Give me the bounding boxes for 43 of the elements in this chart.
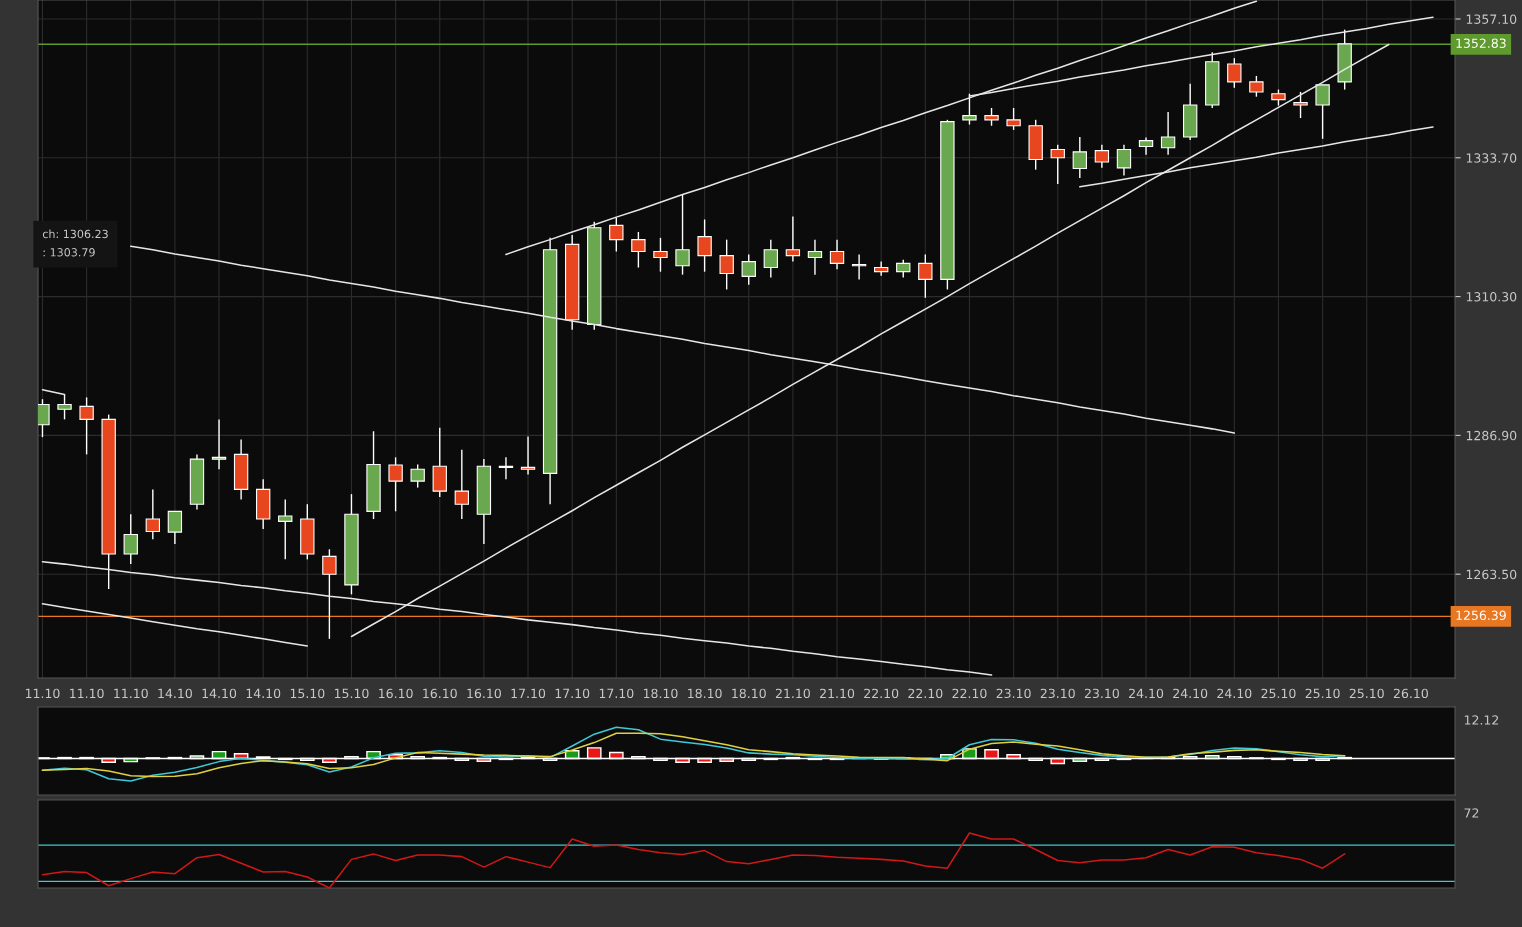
x-tick-label: 23.10 bbox=[1084, 688, 1119, 699]
y-tick-label: 1357.10 bbox=[1466, 14, 1517, 24]
y-tick-label: 1263.50 bbox=[1466, 569, 1517, 580]
x-tick-label: 11.10 bbox=[114, 688, 148, 699]
x-tick-label: 16.10 bbox=[379, 688, 413, 699]
y-tick-label: 1286.90 bbox=[1466, 430, 1517, 441]
x-tick-label: 15.10 bbox=[334, 688, 369, 699]
text: 12.12 bbox=[1464, 715, 1499, 725]
x-tick-label: 11.10 bbox=[25, 688, 60, 699]
y-tick-label: 1333.70 bbox=[1466, 153, 1517, 163]
x-tick-label: 22.10 bbox=[952, 688, 987, 699]
x-tick-label: 25.10 bbox=[1349, 688, 1384, 699]
x-tick-label: 25.10 bbox=[1305, 688, 1340, 699]
x-tick-label: 22.10 bbox=[908, 688, 943, 699]
text: 72 bbox=[1464, 808, 1479, 818]
x-tick-label: 16.10 bbox=[423, 688, 457, 699]
x-tick-label: 23.10 bbox=[996, 688, 1031, 699]
x-tick-label: 18.10 bbox=[732, 688, 766, 699]
annotation: : 1303.79 bbox=[43, 248, 95, 257]
x-tick-label: 15.10 bbox=[290, 688, 325, 699]
x-tick-label: 21.10 bbox=[775, 688, 810, 699]
ref-line-label: 1352.83 bbox=[1456, 38, 1506, 48]
x-tick-label: 17.10 bbox=[511, 688, 546, 699]
x-tick-label: 17.10 bbox=[555, 688, 590, 699]
x-tick-label: 11.10 bbox=[70, 688, 104, 699]
x-tick-label: 14.10 bbox=[202, 688, 237, 699]
x-tick-label: 14.10 bbox=[158, 688, 192, 699]
x-tick-label: 26.10 bbox=[1393, 688, 1428, 699]
x-tick-label: 24.10 bbox=[1173, 688, 1208, 699]
x-tick-label: 24.10 bbox=[1129, 688, 1164, 699]
x-tick-label: 18.10 bbox=[643, 688, 678, 699]
y-tick-label: 1310.30 bbox=[1466, 292, 1517, 302]
x-tick-label: 17.10 bbox=[599, 688, 634, 699]
annotation: ch: 1306.23 bbox=[42, 229, 108, 239]
x-tick-label: 25.10 bbox=[1261, 688, 1296, 699]
x-tick-label: 18.10 bbox=[688, 688, 722, 699]
ref-line-label: 1256.39 bbox=[1456, 610, 1506, 620]
x-tick-label: 24.10 bbox=[1217, 688, 1252, 699]
x-tick-label: 14.10 bbox=[246, 688, 281, 699]
x-tick-label: 22.10 bbox=[864, 688, 899, 699]
x-tick-label: 16.10 bbox=[467, 688, 501, 699]
x-tick-label: 21.10 bbox=[820, 688, 855, 699]
x-tick-label: 23.10 bbox=[1040, 688, 1075, 699]
